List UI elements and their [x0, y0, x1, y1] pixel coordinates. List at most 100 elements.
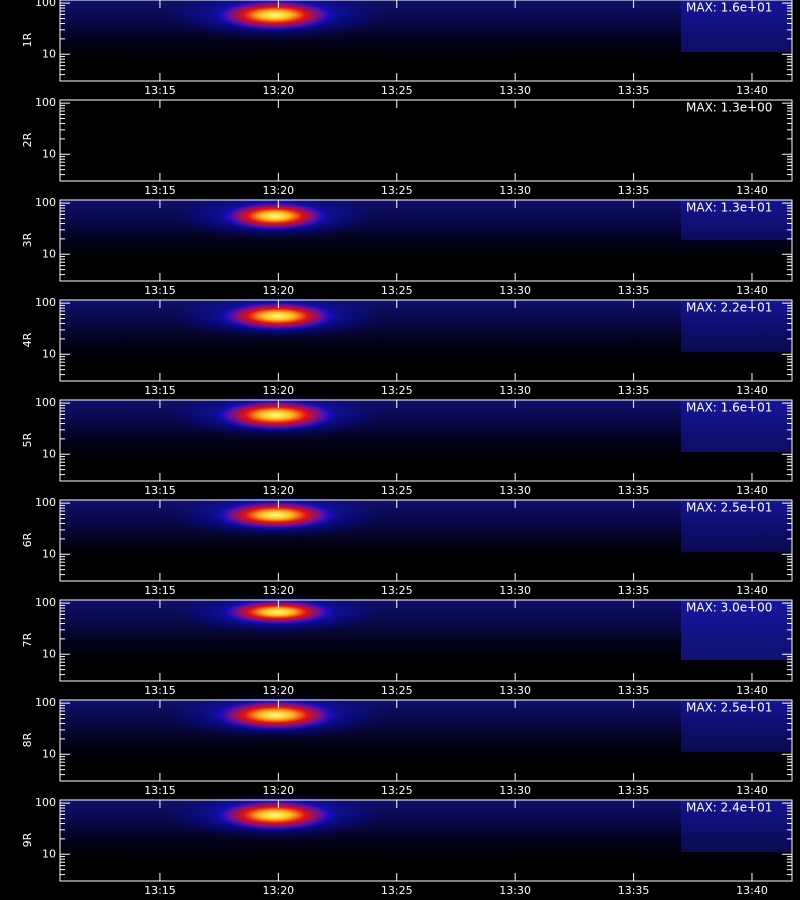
x-tick-label: 13:15 — [144, 584, 176, 597]
spectrogram — [60, 295, 792, 360]
x-tick-label: 13:40 — [736, 584, 768, 597]
x-tick-label: 13:30 — [499, 884, 531, 897]
y-tick-label: 100 — [35, 196, 56, 209]
x-tick-label: 13:35 — [618, 684, 650, 697]
y-tick-label: 10 — [42, 347, 56, 360]
x-tick-label: 13:15 — [144, 384, 176, 397]
x-tick-label: 13:25 — [381, 584, 413, 597]
y-tick-label: 10 — [42, 247, 56, 260]
x-tick-label: 13:40 — [736, 684, 768, 697]
x-tick-label: 13:30 — [499, 84, 531, 97]
y-axis-label: 7R — [21, 632, 34, 647]
x-tick-label: 13:40 — [736, 784, 768, 797]
x-tick-label: 13:35 — [618, 884, 650, 897]
x-tick-label: 13:25 — [381, 184, 413, 197]
x-tick-label: 13:25 — [381, 484, 413, 497]
y-tick-label: 10 — [42, 647, 56, 660]
annotation: MAX: 2.5e+01 — [686, 501, 772, 515]
y-axis-label: 1R — [21, 32, 34, 47]
x-tick-label: 13:40 — [736, 884, 768, 897]
x-tick-label: 13:25 — [381, 784, 413, 797]
plot-frame — [59, 799, 793, 882]
x-tick-label: 13:20 — [262, 84, 294, 97]
x-tick-label: 13:25 — [381, 684, 413, 697]
x-tick-label: 13:15 — [144, 784, 176, 797]
x-tick-label: 13:20 — [262, 784, 294, 797]
x-tick-label: 13:30 — [499, 684, 531, 697]
spectrogram — [60, 693, 792, 760]
y-tick-label: 100 — [35, 96, 56, 109]
x-tick-label: 13:30 — [499, 584, 531, 597]
y-axis-label: 3R — [21, 232, 34, 247]
spectrogram — [60, 594, 792, 662]
plot-frame — [59, 499, 793, 582]
x-tick-label: 13:35 — [618, 84, 650, 97]
y-axis-label: 6R — [21, 532, 34, 547]
x-tick-label: 13:30 — [499, 484, 531, 497]
x-tick-label: 13:40 — [736, 484, 768, 497]
x-tick-label: 13:40 — [736, 384, 768, 397]
x-tick-label: 13:20 — [262, 284, 294, 297]
x-tick-label: 13:40 — [736, 284, 768, 297]
plot-frame — [59, 399, 793, 482]
y-axis-label: 9R — [21, 832, 34, 847]
y-tick-label: 10 — [42, 547, 56, 560]
y-axis-label: 8R — [21, 732, 34, 747]
y-tick-label: 100 — [35, 696, 56, 709]
annotation: MAX: 1.6e+01 — [686, 1, 772, 15]
y-axis-label: 2R — [21, 132, 34, 147]
spectrogram — [60, 195, 792, 260]
x-tick-label: 13:35 — [618, 184, 650, 197]
y-tick-label: 100 — [35, 0, 56, 9]
y-tick-label: 10 — [42, 47, 56, 60]
plot-frame — [59, 0, 793, 82]
x-tick-label: 13:25 — [381, 84, 413, 97]
x-tick-label: 13:15 — [144, 284, 176, 297]
y-tick-label: 100 — [35, 396, 56, 409]
plot-frame — [59, 199, 793, 282]
annotation: MAX: 1.6e+01 — [686, 401, 772, 415]
y-tick-label: 10 — [42, 447, 56, 460]
x-tick-label: 13:20 — [262, 384, 294, 397]
spectrogram — [60, 394, 792, 460]
x-tick-label: 13:25 — [381, 884, 413, 897]
spectrogram — [60, 793, 792, 860]
annotation: MAX: 2.4e+01 — [686, 801, 772, 815]
plot-frame — [59, 99, 793, 182]
x-tick-label: 13:30 — [499, 184, 531, 197]
spectrogram — [60, 494, 792, 560]
x-tick-label: 13:40 — [736, 184, 768, 197]
x-tick-label: 13:15 — [144, 84, 176, 97]
y-tick-label: 100 — [35, 796, 56, 809]
x-tick-label: 13:20 — [262, 184, 294, 197]
x-tick-label: 13:35 — [618, 284, 650, 297]
x-tick-label: 13:25 — [381, 284, 413, 297]
y-tick-label: 10 — [42, 847, 56, 860]
x-tick-label: 13:30 — [499, 384, 531, 397]
spectrogram — [60, 0, 792, 60]
x-tick-label: 13:15 — [144, 484, 176, 497]
y-tick-label: 100 — [35, 496, 56, 509]
x-tick-label: 13:35 — [618, 384, 650, 397]
x-tick-label: 13:15 — [144, 884, 176, 897]
annotation: MAX: 2.2e+01 — [686, 301, 772, 315]
annotation: MAX: 1.3e+01 — [686, 201, 772, 215]
x-tick-label: 13:25 — [381, 384, 413, 397]
x-tick-label: 13:15 — [144, 684, 176, 697]
plot-frame — [59, 599, 793, 682]
y-tick-label: 100 — [35, 596, 56, 609]
x-tick-label: 13:20 — [262, 584, 294, 597]
spectrogram-images — [60, 0, 792, 860]
y-axis-label: 5R — [21, 432, 34, 447]
x-tick-label: 13:35 — [618, 484, 650, 497]
x-tick-label: 13:35 — [618, 584, 650, 597]
x-tick-label: 13:15 — [144, 184, 176, 197]
annotation: MAX: 1.3e+00 — [686, 101, 772, 115]
y-tick-label: 10 — [42, 147, 56, 160]
x-tick-label: 13:20 — [262, 684, 294, 697]
y-tick-label: 10 — [42, 747, 56, 760]
x-tick-label: 13:30 — [499, 784, 531, 797]
annotation: MAX: 2.5e+01 — [686, 701, 772, 715]
y-tick-label: 100 — [35, 296, 56, 309]
